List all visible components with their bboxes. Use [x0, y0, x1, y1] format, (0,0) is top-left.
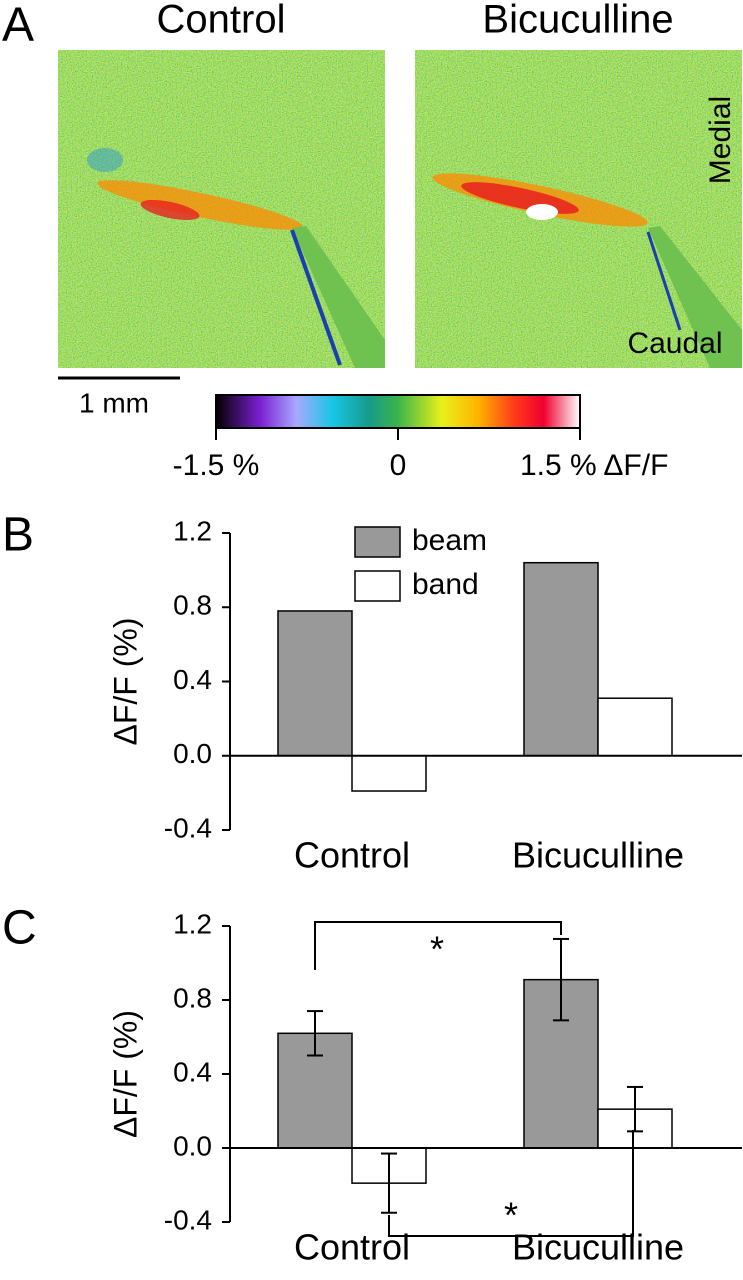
x-tick-label: Bicuculline: [512, 835, 684, 876]
legend-swatch: [354, 570, 401, 602]
legend-label: beam: [412, 524, 487, 557]
panel-label: B: [2, 509, 34, 562]
y-tick-label: 1.2: [173, 908, 212, 939]
scale-bar-label: 1 mm: [79, 387, 149, 418]
y-tick-label: 0.8: [173, 982, 212, 1013]
significance-label: *: [430, 929, 444, 970]
significance-label: *: [504, 1195, 518, 1236]
bar: [351, 755, 427, 792]
x-tick-label: Control: [294, 835, 410, 876]
colorbar-tick-label: 0: [390, 449, 407, 482]
bar: [523, 561, 599, 757]
error-bar: [307, 1010, 323, 1057]
orientation-label: Caudal: [627, 327, 722, 360]
bar: [277, 610, 353, 757]
legend-swatch: [354, 526, 401, 558]
x-tick-label: Bicuculline: [512, 1227, 684, 1268]
error-bar: [627, 1085, 643, 1133]
colorbar-tick-label: 1.5 % ΔF/F: [520, 449, 668, 482]
y-tick-label: 0.8: [173, 590, 212, 621]
colorbar: [215, 394, 581, 429]
significance-bracket: [388, 1130, 634, 1237]
y-tick-label: 1.2: [173, 515, 212, 546]
image-title: Control: [157, 0, 286, 42]
y-tick-label: -0.4: [164, 812, 212, 843]
y-axis-label: ΔF/F (%): [107, 617, 143, 745]
panel-label: A: [2, 0, 34, 52]
orientation-label: Medial: [704, 96, 737, 184]
y-tick-label: 0.0: [173, 1130, 212, 1161]
colorbar-tick-label: -1.5 %: [173, 449, 260, 482]
y-tick-label: -0.4: [164, 1204, 212, 1235]
y-axis-label: ΔF/F (%): [107, 1010, 143, 1138]
image-control: [58, 50, 385, 368]
error-bar: [553, 937, 569, 1022]
bar: [597, 697, 673, 757]
y-tick-label: 0.4: [173, 1056, 212, 1087]
y-tick-label: 0.0: [173, 738, 212, 769]
significance-bracket: [314, 921, 562, 970]
x-tick-label: Control: [294, 1227, 410, 1268]
panel-label: C: [2, 902, 37, 955]
image-title: Bicuculline: [482, 0, 673, 42]
error-bar: [381, 1152, 397, 1214]
legend-label: band: [412, 568, 479, 601]
image-bicuculline: [415, 50, 742, 368]
y-tick-label: 0.4: [173, 664, 212, 695]
